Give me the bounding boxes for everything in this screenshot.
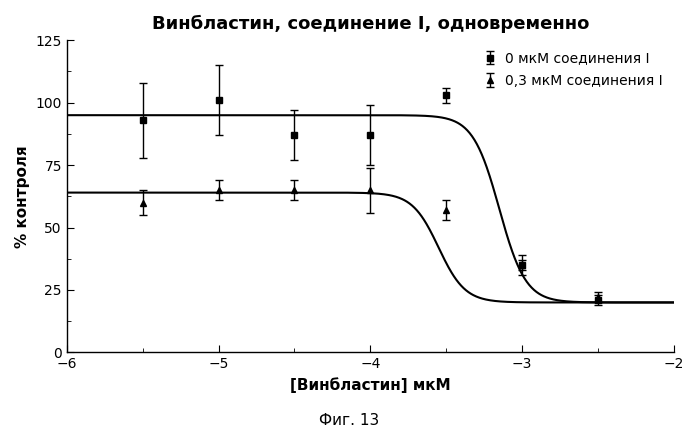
X-axis label: [Винбластин] мкМ: [Винбластин] мкМ [290,377,451,393]
Y-axis label: % контроля: % контроля [15,145,30,248]
Text: Фиг. 13: Фиг. 13 [319,413,380,428]
Title: Винбластин, соединение I, одновременно: Винбластин, соединение I, одновременно [152,15,589,33]
Legend: 0 мкМ соединения I, 0,3 мкМ соединения I: 0 мкМ соединения I, 0,3 мкМ соединения I [477,47,667,92]
